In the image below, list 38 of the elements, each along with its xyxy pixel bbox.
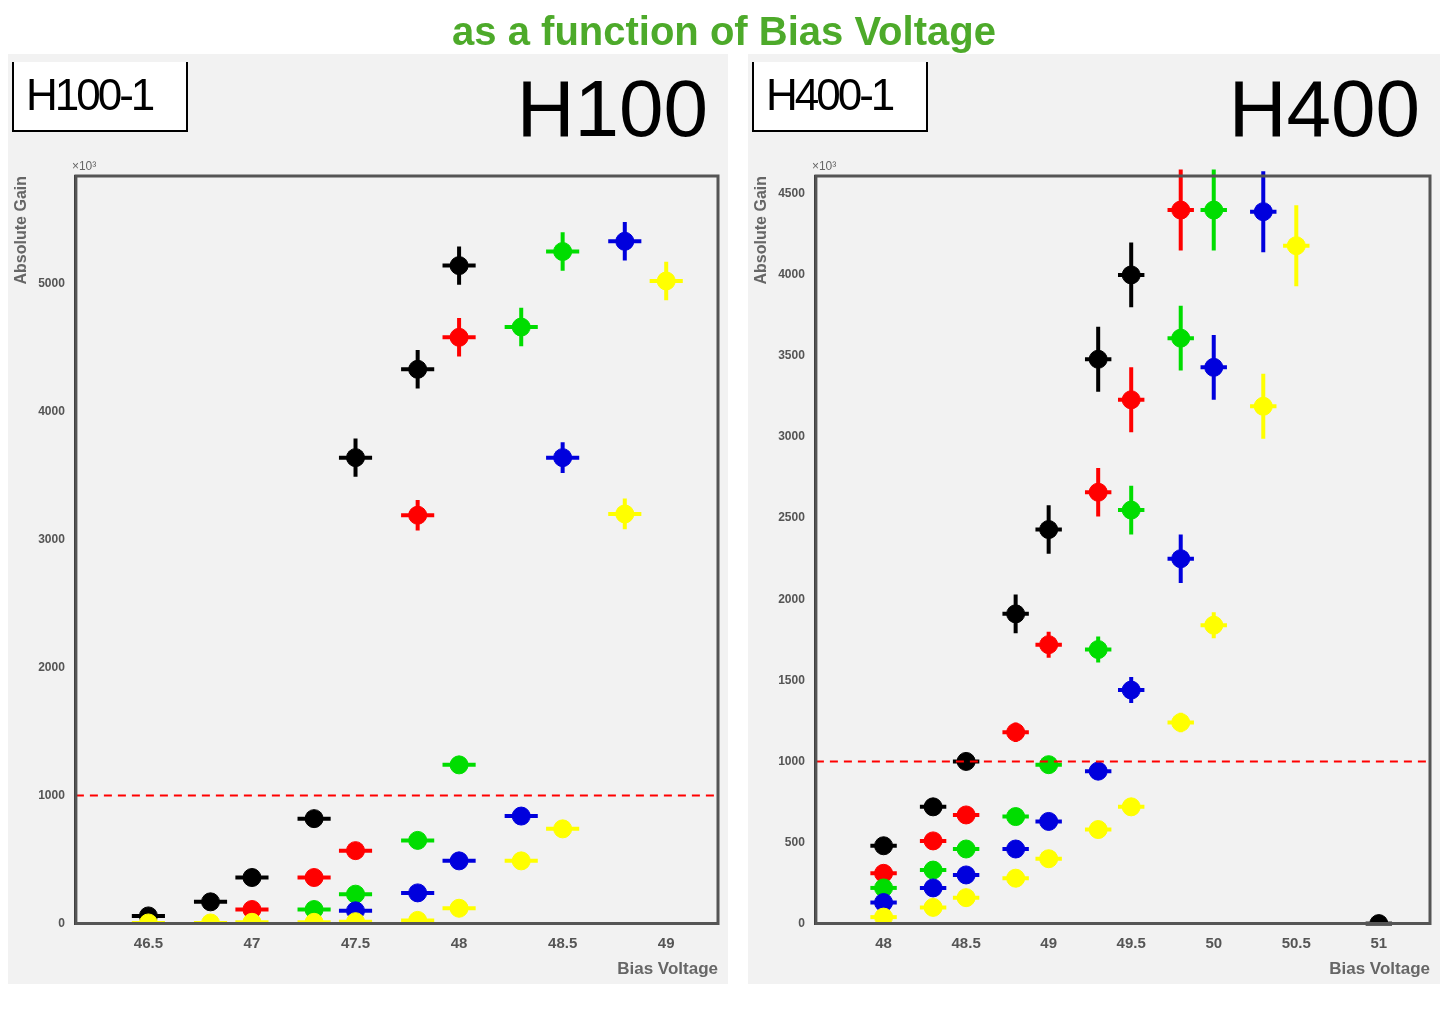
chart-title: H100 [516,64,708,154]
x-tick-label: 46.5 [133,933,163,951]
y-tick-label: 3000 [778,429,806,444]
y-tick-label: 3000 [38,531,66,546]
x-axis-title: Bias Voltage [617,959,718,979]
y-tick-label: 1000 [38,787,66,802]
x-tick-label: 48.5 [548,933,578,951]
y-tick-label: 1500 [778,672,806,687]
text: ×10³ [71,159,97,173]
y-tick-label: 1000 [778,753,806,768]
y-tick-label: 4000 [38,403,66,418]
x-tick-label: 48 [875,933,892,951]
y-tick-label: 5000 [38,275,66,290]
text: as a function of Bias Voltage [451,8,997,54]
y-tick-label: 4000 [778,267,806,282]
x-tick-label: 50 [1205,933,1223,951]
y-tick-label: 4500 [778,186,806,201]
x-tick-label: 49 [1040,933,1057,951]
y-tick-label: 0 [58,915,66,930]
x-tick-label: 47.5 [340,933,371,951]
y-tick-label: 500 [784,834,806,849]
x-tick-label: 49.5 [1116,933,1146,951]
x-tick-label: 47 [243,933,261,951]
y-axis-title: Absolute Gain [12,176,30,285]
x-tick-label: 48 [450,933,468,951]
y-tick-label: 0 [798,915,806,930]
chart-title: H400 [1228,64,1420,154]
x-tick-label: 51 [1370,933,1388,951]
x-axis-title: Bias Voltage [1329,959,1430,979]
text: ×10³ [811,159,837,173]
x-tick-label: 48.5 [951,933,981,951]
y-tick-label: 3500 [778,348,806,363]
y-axis-title: Absolute Gain [752,176,770,285]
x-tick-label: 49 [657,933,675,951]
x-tick-label: 50.5 [1281,933,1311,951]
y-tick-label: 2500 [778,510,806,525]
y-tick-label: 2000 [38,659,66,674]
y-tick-label: 2000 [778,591,806,606]
